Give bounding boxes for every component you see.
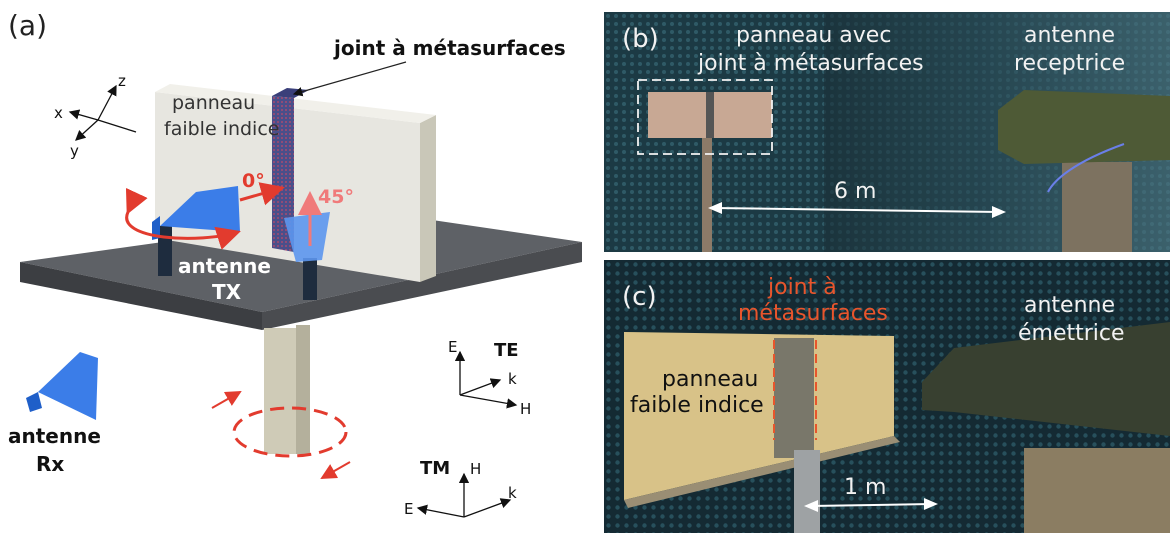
tm-k-label: k [508, 484, 517, 502]
metasurface-joint [272, 96, 294, 252]
rotation-arrow-right [320, 461, 351, 479]
tm-e-label: E [404, 500, 414, 518]
photo-c-arrowhead-left [804, 500, 818, 512]
photo-c-panel-line1: panneau [662, 367, 759, 392]
photo-b-distance-label: 6 m [834, 179, 877, 204]
tx-antenna-stand [158, 226, 172, 276]
photo-c-distance-label: 1 m [844, 475, 887, 500]
panel-label-line2: faible indice [164, 118, 280, 140]
joint-label: joint à métasurfaces [334, 36, 566, 60]
photo-c-panel-line2: faible indice [630, 393, 764, 418]
angle-0-label: 0° [242, 170, 265, 192]
photo-b-panel-line2: joint à métasurfaces [698, 51, 924, 76]
pedestal-rotation-ellipse [232, 406, 348, 458]
photo-c-tx-stand [1024, 448, 1170, 533]
coordinate-axes [68, 84, 137, 141]
photo-b-arrowhead-right [992, 206, 1006, 218]
panel-letter-b: (b) [622, 24, 659, 54]
rx-table-antenna-horn [284, 212, 330, 262]
rx-antenna-horn [38, 352, 98, 420]
pedestal-front [264, 328, 296, 454]
photo-b-rx-support [1062, 162, 1132, 252]
tm-h-label: H [470, 460, 482, 478]
photo-b-panel-right [714, 92, 772, 138]
panel-letter-a: (a) [8, 9, 47, 42]
photo-c-joint-line1: joint à [768, 275, 837, 300]
tx-label-line2: TX [212, 280, 242, 304]
tx-label-line1: antenne [178, 254, 271, 278]
setup-diagram: (a) [8, 9, 582, 518]
axis-x-label: x [54, 104, 63, 122]
photo-c-antenna-line2: émettrice [1018, 321, 1125, 346]
rotation-arrow-tx [125, 187, 241, 250]
panel-top [155, 84, 436, 123]
photo-b-rx-horn [998, 90, 1170, 164]
photo-b-antenna-line2: receptrice [1014, 51, 1126, 76]
rotation-arrow-left [211, 391, 242, 409]
photo-c: (c) joint à métasurfaces panneau faible … [604, 260, 1170, 533]
tm-axes [416, 472, 512, 518]
panel-side [420, 115, 436, 282]
photo-b-dashed-box [637, 79, 773, 155]
photo-b-panel-left [648, 92, 706, 138]
photo-c-tx-horn [922, 322, 1170, 436]
te-k-label: k [508, 370, 517, 388]
rx-label-line2: Rx [36, 452, 65, 476]
rx-antenna-feed [26, 392, 42, 412]
te-e-label: E [448, 338, 458, 356]
beam-arrow-0deg [239, 182, 285, 206]
photo-c-mast [794, 450, 820, 533]
photo-b-arrowhead-left [708, 202, 722, 214]
photo-c-joint [774, 338, 814, 458]
photo-b-mast [702, 132, 712, 252]
rx-table-antenna-stand [303, 258, 317, 300]
axis-z-label: z [118, 72, 126, 90]
panel-label-line1: panneau [172, 92, 256, 114]
photo-c-panel [624, 332, 894, 500]
photo-c-scene [604, 260, 1170, 533]
joint-pointer-arrow [292, 61, 407, 97]
photo-b-antenna-line1: antenne [1024, 23, 1116, 48]
photo-b-scene [604, 12, 1170, 252]
pedestal-side [296, 325, 310, 454]
photo-b: (b) panneau avec joint à métasurfaces an… [604, 12, 1170, 252]
photo-c-joint-line2: métasurfaces [738, 301, 888, 326]
photo-c-distance-arrow [809, 503, 933, 507]
metasurface-joint-top [272, 88, 309, 98]
tm-label: TM [420, 458, 451, 479]
photo-b-panel-joint [706, 92, 714, 138]
te-label: TE [494, 340, 519, 361]
photo-b-panel-line1: panneau avec [736, 23, 892, 48]
photo-b-rx-cable [1047, 143, 1125, 193]
table-side-edge [262, 242, 582, 330]
table-front-edge [20, 262, 262, 330]
axis-y-label: y [70, 142, 79, 160]
te-axes [454, 350, 518, 409]
rx-label-line1: antenne [8, 424, 101, 448]
te-h-label: H [520, 400, 532, 418]
angle-45-label: 45° [318, 186, 354, 208]
photo-c-panel-bar [624, 436, 900, 508]
panel-letter-c: (c) [622, 282, 657, 312]
photo-c-antenna-line1: antenne [1024, 293, 1116, 318]
photo-c-arrowhead-right [924, 498, 938, 510]
photo-b-distance-arrow [713, 207, 1001, 213]
